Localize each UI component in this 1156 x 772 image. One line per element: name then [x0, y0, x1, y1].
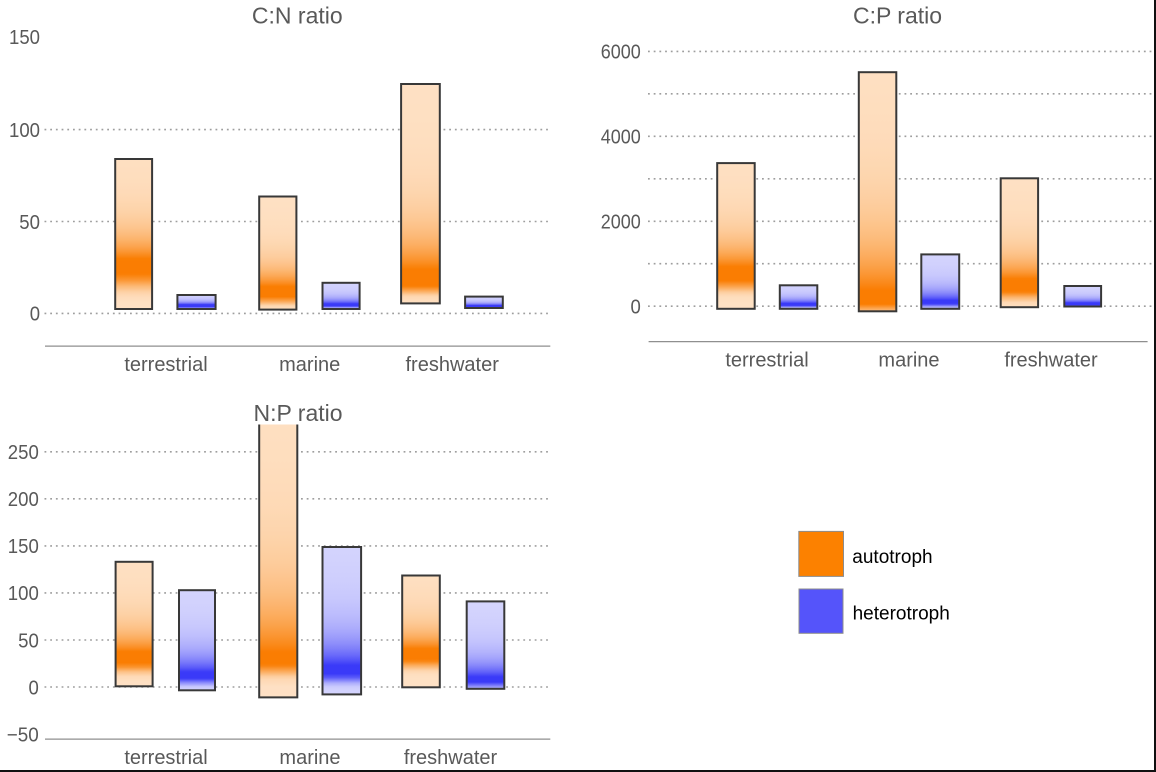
svg-text:0: 0	[631, 297, 641, 319]
svg-text:marine: marine	[279, 747, 340, 769]
svg-text:100: 100	[8, 583, 39, 605]
svg-text:50: 50	[19, 212, 40, 234]
svg-text:C:P ratio: C:P ratio	[853, 3, 942, 29]
svg-text:autotroph: autotroph	[852, 547, 932, 568]
svg-text:terrestrial: terrestrial	[124, 354, 207, 376]
svg-text:150: 150	[9, 27, 40, 49]
svg-text:200: 200	[8, 489, 39, 511]
svg-text:−50: −50	[7, 724, 39, 746]
svg-text:terrestrial: terrestrial	[124, 747, 207, 769]
svg-text:2000: 2000	[601, 212, 641, 234]
svg-text:marine: marine	[279, 354, 340, 376]
svg-text:50: 50	[18, 630, 39, 652]
svg-text:C:N ratio: C:N ratio	[252, 3, 343, 29]
svg-text:6000: 6000	[601, 42, 641, 64]
svg-text:freshwater: freshwater	[1004, 350, 1098, 372]
svg-text:freshwater: freshwater	[404, 747, 498, 769]
svg-text:0: 0	[29, 677, 39, 699]
svg-text:N:P ratio: N:P ratio	[253, 400, 342, 426]
svg-text:250: 250	[8, 442, 39, 464]
svg-text:4000: 4000	[601, 127, 641, 149]
svg-text:0: 0	[30, 304, 40, 326]
svg-text:terrestrial: terrestrial	[725, 350, 808, 372]
svg-text:150: 150	[8, 536, 39, 558]
svg-text:heterotroph: heterotroph	[853, 604, 950, 625]
svg-text:freshwater: freshwater	[406, 354, 500, 376]
svg-text:100: 100	[9, 120, 40, 142]
svg-text:marine: marine	[878, 350, 939, 372]
